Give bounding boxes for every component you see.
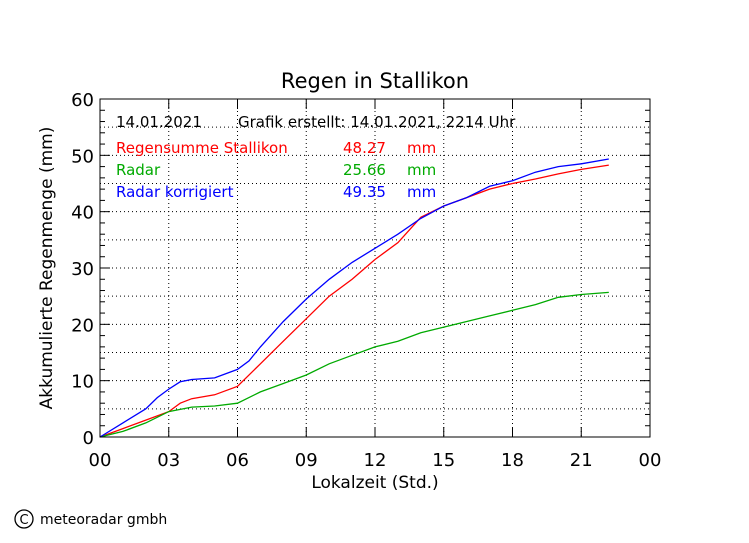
y-tick-label: 50	[71, 146, 94, 167]
legend-total: 25.66	[343, 161, 386, 179]
copyright-icon	[14, 509, 34, 529]
legend-unit: mm	[407, 139, 436, 157]
series-line-2	[99, 158, 609, 438]
x-tick-label: 12	[364, 450, 387, 471]
axis-ticks: 0 10 20 30 40 50 60 00 03 06 09 12 15 18 21 00	[71, 90, 661, 471]
legend-name: Regensumme Stallikon	[116, 139, 288, 157]
y-tick-label: 60	[71, 90, 94, 111]
header-created: Grafik erstellt: 14.01.2021, 2214 Uhr	[238, 113, 516, 131]
legend-total: 48.27	[343, 139, 386, 157]
legend-unit: mm	[407, 183, 436, 201]
copyright-letter: C	[19, 513, 28, 528]
x-tick-label: 00	[639, 450, 662, 471]
x-tick-label: 21	[570, 450, 593, 471]
footer-company: meteoradar gmbh	[40, 512, 167, 528]
legend-name: Radar	[116, 161, 161, 179]
chart-title: Regen in Stallikon	[281, 69, 469, 93]
grid	[100, 99, 650, 437]
legend-name: Radar korrigiert	[116, 183, 234, 201]
x-tick-label: 18	[501, 450, 524, 471]
x-tick-label: 15	[432, 450, 455, 471]
y-axis-label: Akkumulierte Regenmenge (mm)	[37, 127, 57, 410]
series-line-0	[99, 164, 609, 438]
y-tick-label: 20	[71, 315, 94, 336]
y-tick-label: 10	[71, 372, 94, 393]
legend-total: 49.35	[343, 183, 386, 201]
header-date: 14.01.2021	[116, 113, 202, 131]
legend-unit: mm	[407, 161, 436, 179]
series-lines	[99, 158, 609, 438]
x-tick-label: 09	[295, 450, 318, 471]
y-tick-label: 30	[71, 259, 94, 280]
y-tick-label: 40	[71, 203, 94, 224]
x-tick-label: 03	[157, 450, 180, 471]
x-tick-label: 06	[226, 450, 249, 471]
x-tick-label: 00	[89, 450, 112, 471]
series-line-1	[99, 291, 609, 438]
x-axis-label: Lokalzeit (Std.)	[311, 473, 438, 493]
legend: Regensumme Stallikon 48.27 mm Radar 25.66 mm R…	[116, 139, 436, 201]
y-tick-label: 0	[83, 428, 94, 449]
